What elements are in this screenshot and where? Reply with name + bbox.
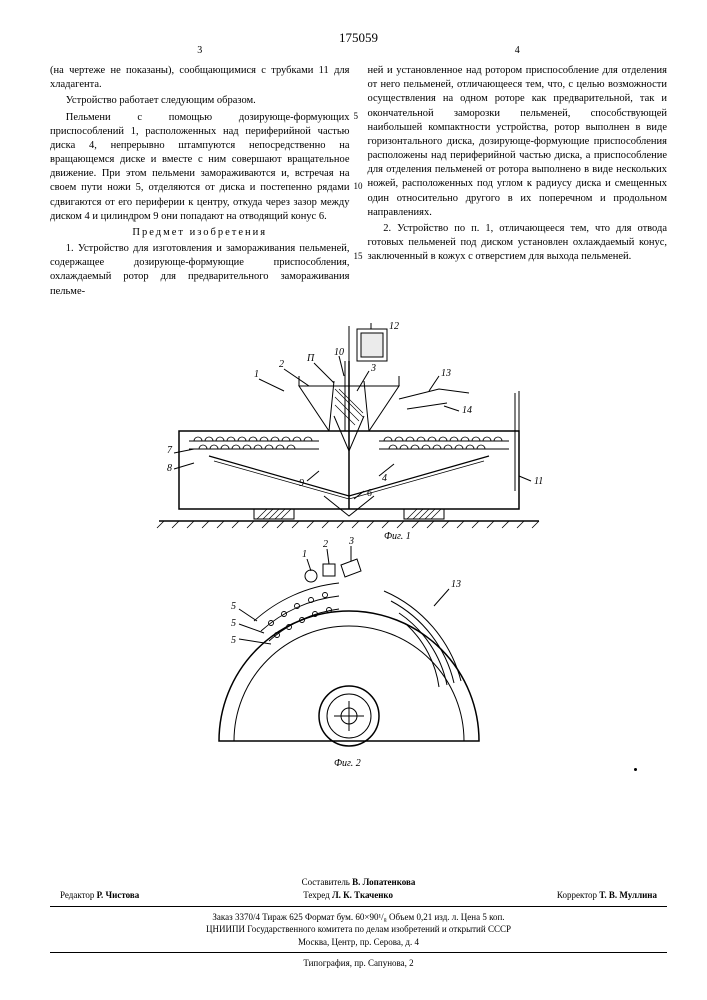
techred-name: Л. К. Ткаченко [332,890,393,900]
footer-block: Составитель В. Лопатенкова Редактор Р. Ч… [50,876,667,970]
line-number-10: 10 [354,180,363,192]
left-p4: 1. Устройство для изготовления и замораж… [50,242,350,299]
callout-13: 13 [441,368,451,379]
corrector-name: Т. В. Муллина [599,890,657,900]
footer-rule-2 [50,952,667,953]
footer-rule-1 [50,906,667,907]
fig2-label: Фиг. 2 [334,758,361,769]
figure-area: 7 8 1 2 П 10 12 3 4 9 6 13 14 11 Фиг. 1 [50,321,667,781]
stray-dot-icon [634,768,637,771]
pub-line4: Типография, пр. Сапунова, 2 [50,957,667,970]
compiler-name: В. Лопатенкова [352,877,415,887]
compiler-label: Составитель [302,877,350,887]
page-col-number-left: 3 [195,44,205,58]
callout-6: 6 [367,488,372,499]
patent-number: 175059 [50,30,667,46]
editor-label: Редактор [60,890,94,900]
callout-14: 14 [462,405,472,416]
callout2-5a: 5 [231,601,236,612]
right-p1: ней и установленное над ротором приспосо… [368,64,668,220]
figure-2 [219,546,479,746]
compiler-line: Составитель В. Лопатенкова [50,876,667,889]
right-p2: 2. Устройство по п. 1, отличающееся тем,… [368,222,668,265]
callout-9: 9 [299,478,304,489]
corrector-label: Корректор [557,890,597,900]
callout-12: 12 [389,321,399,332]
callout2-5b: 5 [231,618,236,629]
callout-2: 2 [279,359,284,370]
callout2-1: 1 [302,549,307,560]
left-p1: (на чертеже не показаны), сообщающимися … [50,64,350,92]
callout2-3: 3 [348,536,354,547]
fig1-label: Фиг. 1 [384,531,411,542]
callout-11: 11 [534,476,543,487]
pub-line2: ЦНИИПИ Государственного комитета по дела… [50,923,667,936]
editor-name: Р. Чистова [97,890,140,900]
techred-label: Техред [303,890,330,900]
subject-title: Предмет изобретения [50,226,350,240]
figure-1 [157,323,539,528]
technical-drawing-svg: 7 8 1 2 П 10 12 3 4 9 6 13 14 11 Фиг. 1 [139,321,579,771]
callout-10: 10 [334,347,344,358]
callout-7: 7 [167,445,173,456]
left-p2: Устройство работает следующим образом. [50,94,350,108]
callout-4: 4 [382,473,387,484]
callout-3a: 3 [370,363,376,374]
line-number-5: 5 [354,110,359,122]
line-number-15: 15 [354,250,363,262]
left-p3: Пельмени с помощью дозирующе-формующих п… [50,111,350,224]
staff-row: Редактор Р. Чистова Техред Л. К. Ткаченк… [50,889,667,902]
pub-line3: Москва, Центр, пр. Серова, д. 4 [50,936,667,949]
left-column: 3 (на чертеже не показаны), сообщающимис… [50,64,350,301]
callout2-13: 13 [451,579,461,590]
callout2-5c: 5 [231,635,236,646]
callout-8: 8 [167,463,172,474]
page-col-number-right: 4 [512,44,522,58]
pub-line1: Заказ 3370/4 Тираж 625 Формат бум. 60×90… [50,911,667,924]
callout-P: П [306,353,315,364]
callout2-2: 2 [323,539,328,550]
two-column-text: 3 (на чертеже не показаны), сообщающимис… [50,64,667,301]
callout-1: 1 [254,369,259,380]
right-column: 4 5 10 15 ней и установленное над роторо… [368,64,668,301]
